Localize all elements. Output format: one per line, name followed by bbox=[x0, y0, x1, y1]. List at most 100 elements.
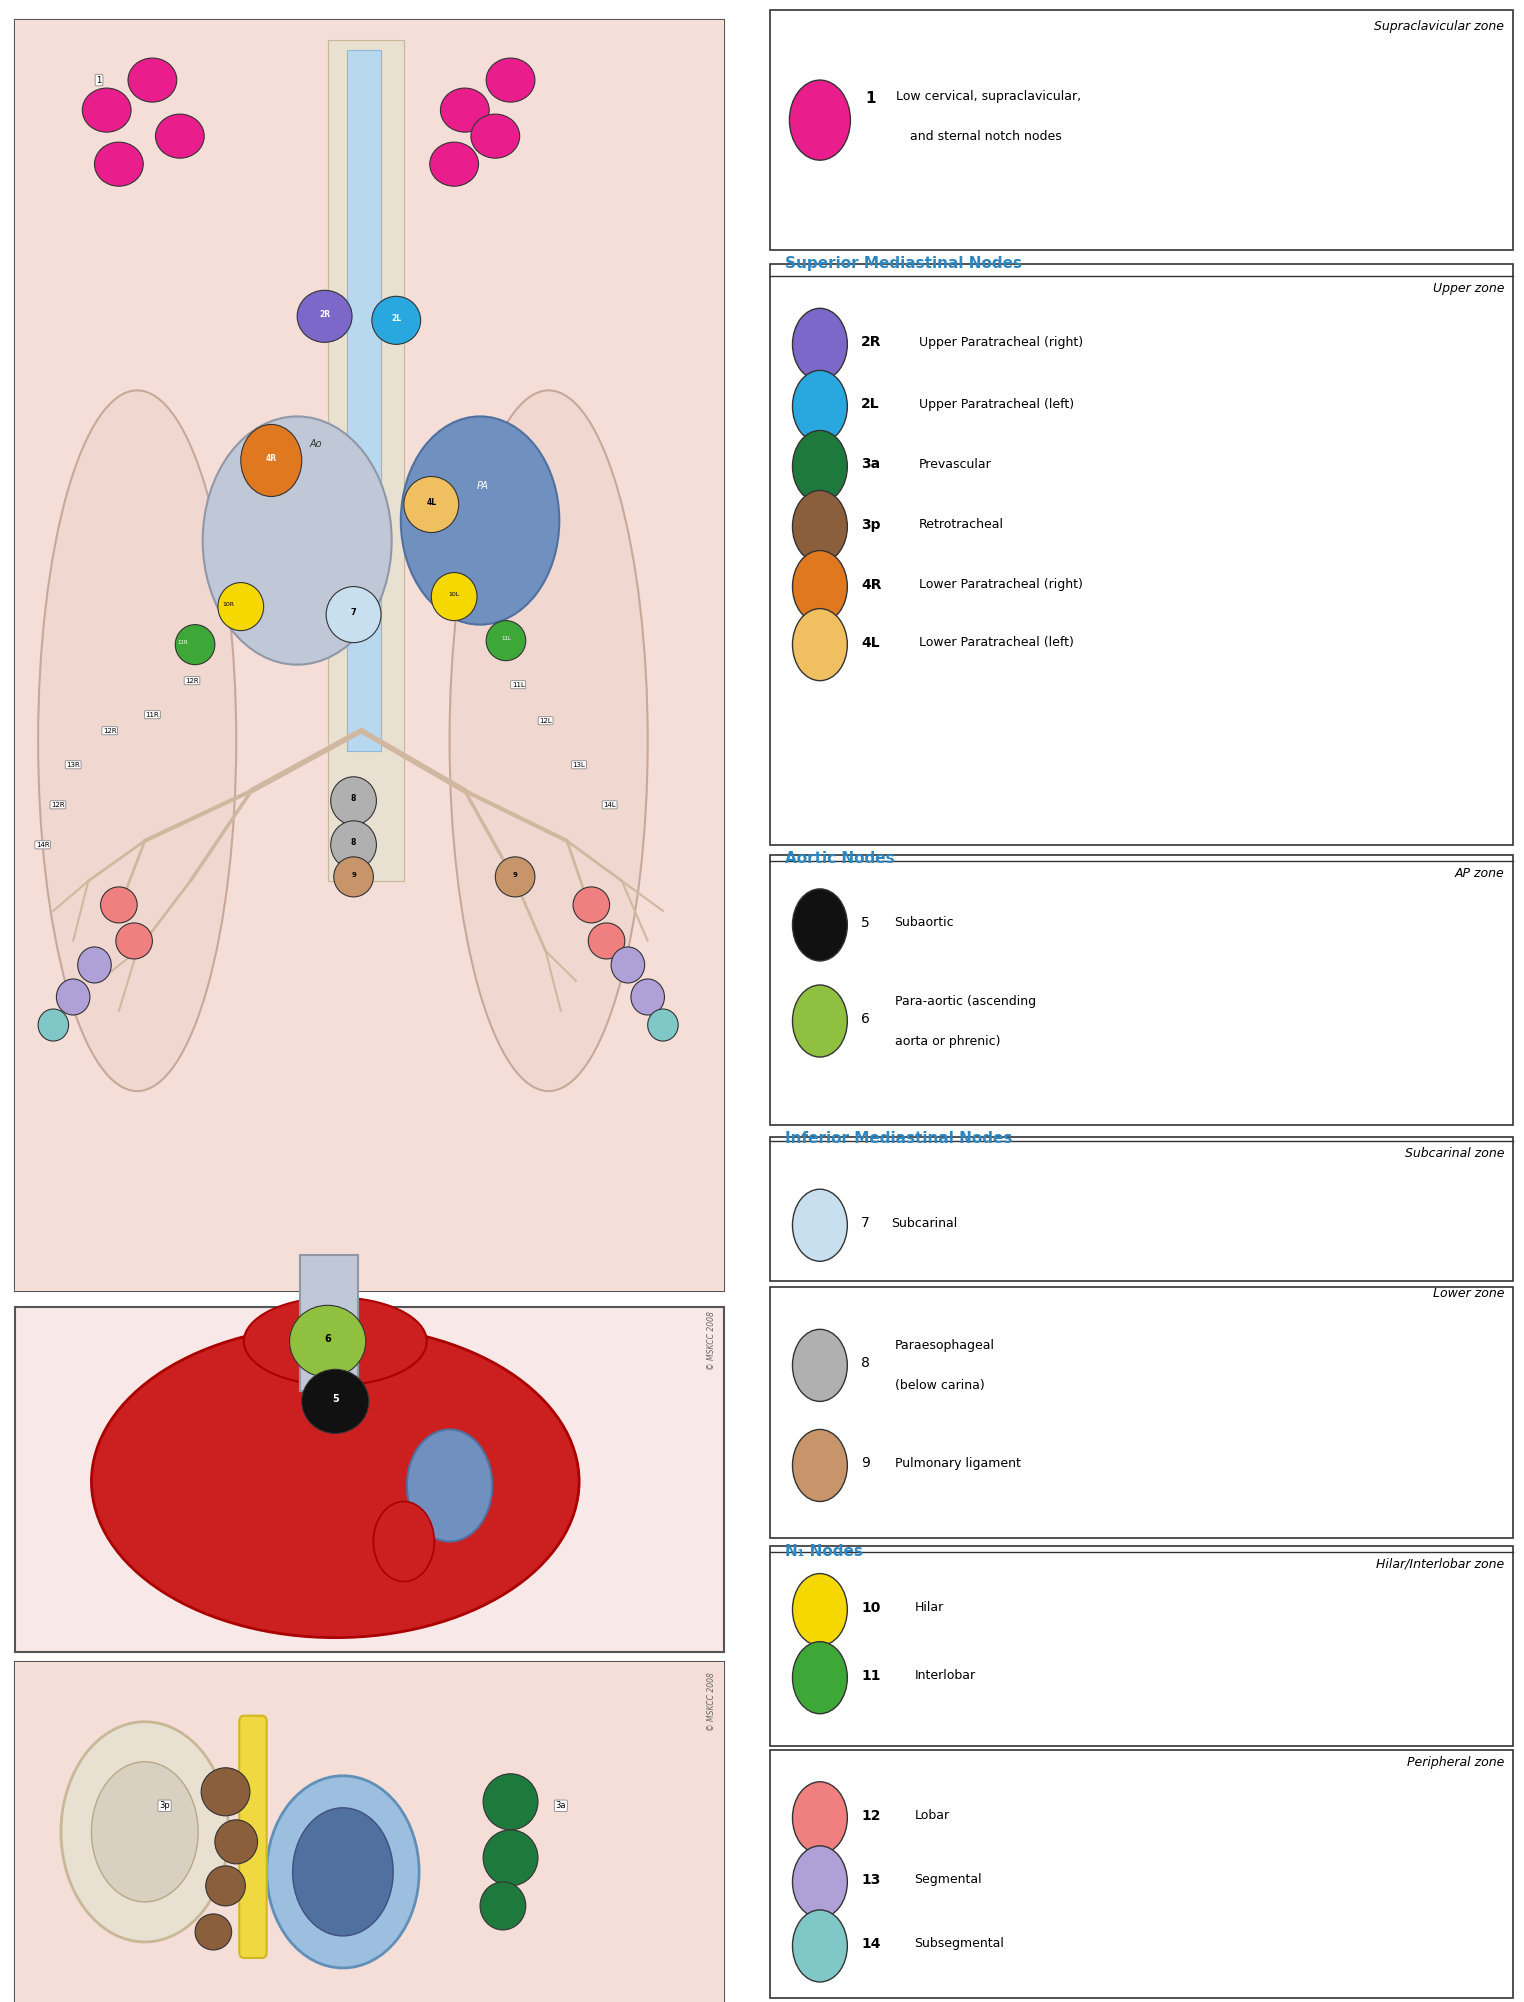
Ellipse shape bbox=[431, 573, 477, 621]
Text: 12: 12 bbox=[861, 1810, 881, 1822]
FancyBboxPatch shape bbox=[770, 1750, 1513, 1998]
Text: 3a: 3a bbox=[556, 1802, 565, 1810]
Circle shape bbox=[91, 1762, 198, 1902]
Text: Hilar: Hilar bbox=[914, 1602, 943, 1614]
Text: 3p: 3p bbox=[861, 519, 881, 531]
Text: N₁ Nodes: N₁ Nodes bbox=[785, 1544, 863, 1558]
Ellipse shape bbox=[495, 857, 535, 897]
Ellipse shape bbox=[404, 476, 459, 533]
Ellipse shape bbox=[78, 947, 111, 983]
Ellipse shape bbox=[440, 88, 489, 132]
Text: Peripheral zone: Peripheral zone bbox=[1407, 1756, 1504, 1768]
Text: 13R: 13R bbox=[66, 763, 81, 767]
Ellipse shape bbox=[215, 1820, 258, 1864]
Text: 2R: 2R bbox=[319, 310, 331, 318]
Text: Subsegmental: Subsegmental bbox=[914, 1938, 1004, 1950]
Ellipse shape bbox=[195, 1914, 232, 1950]
Circle shape bbox=[401, 416, 559, 625]
Text: 6: 6 bbox=[861, 1013, 870, 1025]
Ellipse shape bbox=[334, 857, 373, 897]
Text: Subaortic: Subaortic bbox=[895, 917, 954, 929]
Ellipse shape bbox=[128, 58, 177, 102]
FancyBboxPatch shape bbox=[300, 1255, 358, 1391]
Text: Lower zone: Lower zone bbox=[1433, 1287, 1504, 1299]
Circle shape bbox=[789, 80, 850, 160]
Ellipse shape bbox=[631, 979, 664, 1015]
Text: Lobar: Lobar bbox=[914, 1810, 949, 1822]
Ellipse shape bbox=[331, 821, 376, 869]
Ellipse shape bbox=[101, 887, 137, 923]
Text: 12R: 12R bbox=[104, 729, 116, 733]
Text: Prevascular: Prevascular bbox=[919, 458, 992, 470]
Text: 3p: 3p bbox=[158, 1802, 171, 1810]
FancyBboxPatch shape bbox=[328, 40, 404, 881]
Text: © MSKCC 2008: © MSKCC 2008 bbox=[707, 1672, 716, 1730]
Text: Subcarinal: Subcarinal bbox=[892, 1217, 957, 1229]
Ellipse shape bbox=[244, 1297, 427, 1385]
Ellipse shape bbox=[480, 1882, 526, 1930]
Text: 12R: 12R bbox=[52, 803, 64, 807]
Circle shape bbox=[792, 430, 847, 503]
FancyBboxPatch shape bbox=[15, 20, 724, 1291]
Text: Hilar/Interlobar zone: Hilar/Interlobar zone bbox=[1376, 1558, 1504, 1570]
Text: 14L: 14L bbox=[604, 803, 616, 807]
Text: Upper Paratracheal (left): Upper Paratracheal (left) bbox=[919, 398, 1074, 410]
Ellipse shape bbox=[56, 979, 90, 1015]
Circle shape bbox=[792, 1910, 847, 1982]
FancyBboxPatch shape bbox=[15, 1662, 724, 2002]
Text: 2L: 2L bbox=[392, 314, 401, 322]
FancyBboxPatch shape bbox=[15, 1307, 724, 1652]
Circle shape bbox=[792, 1329, 847, 1401]
Text: aorta or phrenic): aorta or phrenic) bbox=[895, 1035, 1000, 1047]
Text: Retrotracheal: Retrotracheal bbox=[919, 519, 1004, 531]
Ellipse shape bbox=[267, 1776, 419, 1968]
Text: (below carina): (below carina) bbox=[895, 1379, 985, 1391]
Text: 8: 8 bbox=[861, 1357, 870, 1369]
Text: 9: 9 bbox=[351, 873, 357, 877]
Ellipse shape bbox=[201, 1768, 250, 1816]
Text: 1: 1 bbox=[96, 76, 102, 84]
Text: 14R: 14R bbox=[37, 843, 49, 847]
Circle shape bbox=[792, 985, 847, 1057]
Text: 12L: 12L bbox=[539, 719, 552, 723]
Text: 2R: 2R bbox=[861, 336, 881, 348]
Ellipse shape bbox=[573, 887, 610, 923]
Text: 9: 9 bbox=[861, 1457, 870, 1469]
Text: Upper zone: Upper zone bbox=[1433, 282, 1504, 294]
FancyBboxPatch shape bbox=[770, 1546, 1513, 1746]
Text: Lower Paratracheal (left): Lower Paratracheal (left) bbox=[919, 637, 1074, 649]
FancyBboxPatch shape bbox=[15, 1662, 724, 2002]
Text: Pulmonary ligament: Pulmonary ligament bbox=[895, 1457, 1021, 1469]
Ellipse shape bbox=[588, 923, 625, 959]
Text: 5: 5 bbox=[332, 1395, 338, 1403]
Ellipse shape bbox=[82, 88, 131, 132]
Text: 10: 10 bbox=[861, 1602, 881, 1614]
Ellipse shape bbox=[297, 290, 352, 342]
Circle shape bbox=[792, 1429, 847, 1502]
Text: 2L: 2L bbox=[861, 398, 879, 410]
Ellipse shape bbox=[203, 416, 392, 665]
Text: 8: 8 bbox=[351, 839, 357, 847]
Text: 1: 1 bbox=[866, 90, 876, 106]
Ellipse shape bbox=[430, 142, 479, 186]
Text: Inferior Mediastinal Nodes: Inferior Mediastinal Nodes bbox=[785, 1131, 1012, 1145]
Ellipse shape bbox=[471, 114, 520, 158]
Text: PA: PA bbox=[477, 482, 489, 490]
Text: 6: 6 bbox=[325, 1335, 331, 1343]
Circle shape bbox=[792, 308, 847, 380]
Ellipse shape bbox=[38, 390, 236, 1091]
Circle shape bbox=[61, 1722, 229, 1942]
Ellipse shape bbox=[372, 296, 421, 344]
FancyBboxPatch shape bbox=[239, 1716, 267, 1958]
Text: 7: 7 bbox=[861, 1217, 870, 1229]
FancyBboxPatch shape bbox=[347, 50, 381, 751]
Ellipse shape bbox=[293, 1808, 393, 1936]
Text: Ao: Ao bbox=[309, 440, 322, 448]
Text: 9: 9 bbox=[512, 873, 518, 877]
Text: 12R: 12R bbox=[186, 679, 198, 683]
Text: 10R: 10R bbox=[223, 603, 235, 607]
Text: Supraclavicular zone: Supraclavicular zone bbox=[1375, 20, 1504, 32]
Text: 13L: 13L bbox=[573, 763, 585, 767]
Ellipse shape bbox=[486, 621, 526, 661]
Text: Interlobar: Interlobar bbox=[914, 1670, 975, 1682]
